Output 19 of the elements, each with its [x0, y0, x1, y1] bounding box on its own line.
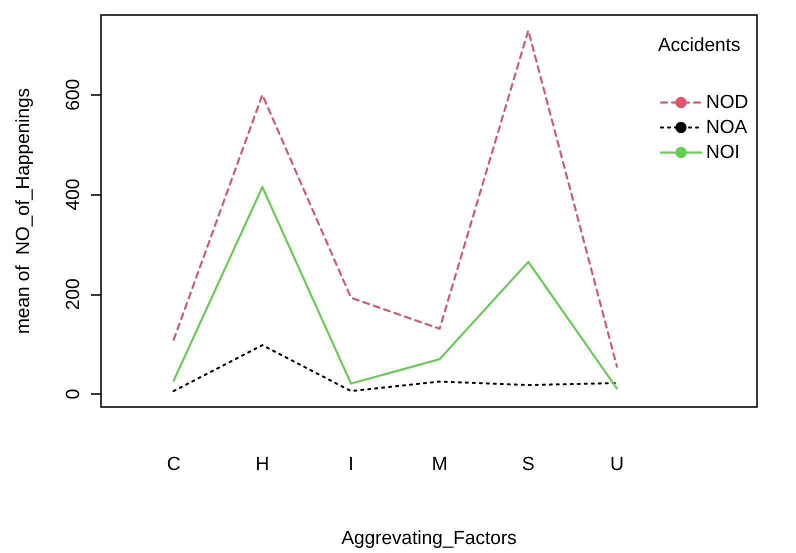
x-tick-label: C	[166, 454, 181, 475]
x-tick-label: S	[522, 454, 535, 475]
x-tick-label: M	[432, 454, 448, 475]
legend-label: NOA	[706, 117, 748, 138]
y-tick-label: 600	[63, 78, 84, 111]
legend-label: NOI	[706, 142, 740, 163]
legend-title: Accidents	[658, 35, 740, 56]
legend-label: NOD	[706, 92, 748, 113]
y-tick-label: 0	[63, 388, 84, 400]
x-tick-label: I	[348, 454, 354, 475]
line-series	[172, 344, 618, 392]
x-tick-label: H	[255, 454, 270, 475]
x-tick-label: U	[610, 454, 624, 475]
y-axis-title: mean of NO_of_Happenings	[13, 88, 34, 334]
y-tick-label: 400	[63, 178, 84, 210]
line-series	[172, 29, 618, 368]
line-series	[172, 186, 618, 390]
y-tick-label: 200	[63, 278, 84, 310]
x-axis-title: Aggrevating_Factors	[341, 528, 517, 549]
